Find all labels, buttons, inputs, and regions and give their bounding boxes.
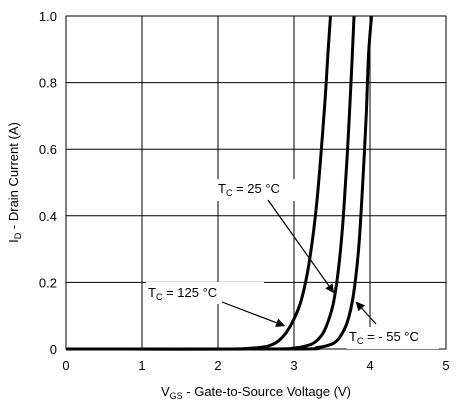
annotation-arrow [355, 301, 377, 325]
x-tick-label: 0 [62, 358, 69, 373]
y-tick-label: 0.4 [39, 209, 57, 224]
y-tick-label: 1.0 [39, 9, 57, 24]
x-tick-label: 4 [366, 358, 373, 373]
annotation-arrow [267, 199, 335, 294]
y-tick-label: 0.2 [39, 275, 57, 290]
x-tick-label: 3 [290, 358, 297, 373]
x-tick-label: 1 [138, 358, 145, 373]
tick-labels: 0 1 2 3 4 5 0 0.2 0.4 0.6 0.8 1.0 [39, 9, 450, 373]
annotation-background [347, 327, 439, 349]
y-tick-label: 0 [50, 342, 57, 357]
plot-frame [65, 15, 447, 350]
annotation-arrow [221, 301, 286, 328]
annotation-background [146, 282, 264, 304]
y-tick-label: 0.8 [39, 76, 57, 91]
annotation-tc-125: TC = 125 °C [148, 285, 217, 302]
y-axis-label: ID - Drain Current (A) [6, 122, 23, 243]
y-tick-label: 0.6 [39, 142, 57, 157]
annotations: TC = 125 °C TC = 25 °C TC = - 55 °C [146, 179, 439, 349]
annotation-tc-25: TC = 25 °C [218, 181, 280, 198]
annotation-tc-minus-55: TC = - 55 °C [349, 329, 419, 346]
annotation-background [216, 179, 308, 201]
x-tick-label: 2 [214, 358, 221, 373]
x-axis-label: VGS - Gate-to-Source Voltage (V) [161, 384, 351, 401]
x-tick-label: 5 [442, 358, 449, 373]
